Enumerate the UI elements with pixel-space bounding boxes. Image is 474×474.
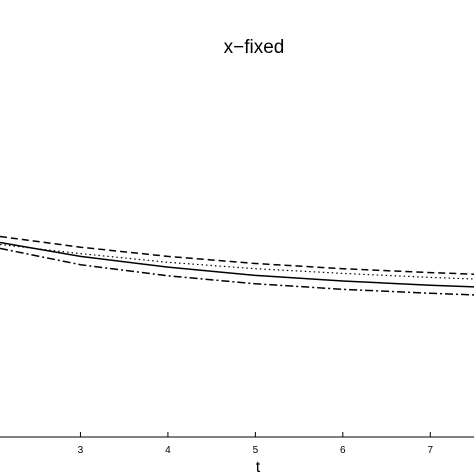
x-tick-label: 7 <box>427 445 433 456</box>
x-tick-label: 6 <box>340 445 346 456</box>
series-line-4-dashdot <box>0 247 474 296</box>
series-lines <box>0 235 474 296</box>
chart-title: x−fixed <box>224 37 285 58</box>
x-tick-label: 3 <box>78 445 84 456</box>
x-tick-label: 5 <box>253 445 259 456</box>
x-axis: 3 4 5 6 7 <box>0 432 474 456</box>
x-axis-label: t <box>256 459 261 474</box>
series-line-1-dashed <box>0 235 474 275</box>
series-line-2-dotted <box>0 243 474 280</box>
x-tick-label: 4 <box>165 445 171 456</box>
series-line-3-solid <box>0 241 474 288</box>
x-ticks: 3 4 5 6 7 <box>78 432 433 456</box>
